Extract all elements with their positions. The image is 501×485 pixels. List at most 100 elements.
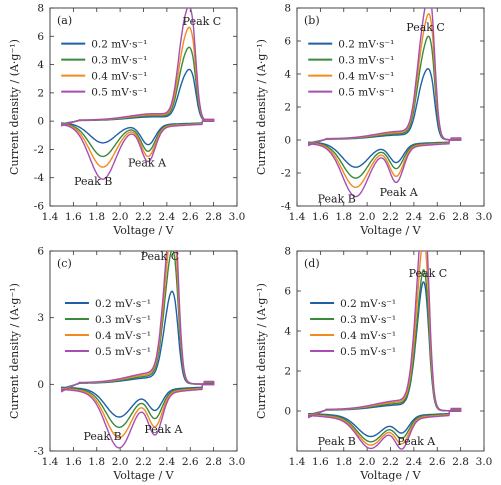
y-tick-label: 6 bbox=[37, 31, 44, 43]
x-tick-label: 1.6 bbox=[312, 456, 329, 468]
x-tick-label: 2.2 bbox=[135, 211, 152, 223]
x-tick-label: 1.6 bbox=[65, 211, 82, 223]
y-tick-label: -4 bbox=[34, 172, 45, 184]
y-tick-label: 6 bbox=[37, 246, 44, 258]
y-axis-label: Current density / (A·g⁻¹) bbox=[8, 283, 21, 419]
x-tick-label: 1.4 bbox=[289, 211, 306, 223]
peak-label: Peak C bbox=[409, 267, 448, 280]
legend-label: 0.2 mV·s⁻¹ bbox=[95, 298, 151, 310]
y-tick-label: -2 bbox=[34, 144, 44, 156]
peak-label: Peak B bbox=[318, 193, 356, 206]
y-tick-label: 0 bbox=[37, 379, 44, 391]
x-tick-label: 3.0 bbox=[476, 456, 493, 468]
x-tick-label: 1.8 bbox=[335, 456, 352, 468]
y-tick-label: 0 bbox=[37, 116, 44, 128]
x-tick-label: 2.2 bbox=[382, 211, 399, 223]
panel-label: (c) bbox=[57, 257, 72, 270]
legend-label: 0.4 mV·s⁻¹ bbox=[91, 71, 147, 83]
x-tick-label: 3.0 bbox=[476, 211, 493, 223]
y-tick-label: 2 bbox=[284, 366, 291, 378]
x-tick-label: 3.0 bbox=[229, 211, 246, 223]
x-tick-label: 2.4 bbox=[159, 456, 176, 468]
x-tick-label: 2.4 bbox=[406, 211, 423, 223]
x-axis-label: Voltage / V bbox=[112, 224, 174, 237]
x-tick-label: 2.4 bbox=[406, 456, 423, 468]
peak-label: Peak C bbox=[183, 15, 222, 28]
cv-series-line bbox=[61, 8, 215, 180]
x-tick-label: 2.0 bbox=[359, 456, 376, 468]
y-tick-label: -6 bbox=[34, 201, 45, 213]
x-tick-label: 2.6 bbox=[429, 456, 446, 468]
y-axis-label: Current density / (A·g⁻¹) bbox=[8, 39, 21, 175]
cv-series-line bbox=[308, 8, 462, 198]
x-tick-label: 2.4 bbox=[159, 211, 176, 223]
legend-label: 0.4 mV·s⁻¹ bbox=[340, 330, 396, 342]
peak-label: Peak A bbox=[380, 186, 419, 199]
legend-label: 0.3 mV·s⁻¹ bbox=[340, 314, 396, 326]
y-tick-label: 6 bbox=[284, 36, 291, 48]
y-axis-label: Current density / (A·g⁻¹) bbox=[255, 39, 268, 175]
legend-label: 0.5 mV·s⁻¹ bbox=[340, 346, 396, 358]
x-tick-label: 1.4 bbox=[42, 456, 59, 468]
x-tick-label: 1.8 bbox=[88, 456, 105, 468]
legend-label: 0.5 mV·s⁻¹ bbox=[95, 346, 151, 358]
x-tick-label: 1.6 bbox=[312, 211, 329, 223]
x-tick-label: 2.2 bbox=[382, 456, 399, 468]
legend-label: 0.4 mV·s⁻¹ bbox=[338, 71, 394, 83]
y-tick-label: 4 bbox=[37, 59, 44, 71]
x-tick-label: 2.6 bbox=[182, 456, 199, 468]
x-tick-label: 2.8 bbox=[452, 456, 469, 468]
y-tick-label: -4 bbox=[281, 201, 292, 213]
x-tick-label: 1.6 bbox=[65, 456, 82, 468]
peak-label: Peak B bbox=[74, 175, 112, 188]
x-tick-label: 2.0 bbox=[112, 211, 129, 223]
y-tick-label: 2 bbox=[284, 102, 291, 114]
x-tick-label: 2.6 bbox=[182, 211, 199, 223]
panel-a: 1.4 1.6 1.8 2.0 2.2 2.4 2.6 2.8 3.0 -6 -4 -2 0 2 4 6 8 Vo… bbox=[8, 3, 245, 238]
legend-label: 0.2 mV·s⁻¹ bbox=[338, 39, 394, 51]
x-tick-label: 2.8 bbox=[452, 211, 469, 223]
x-tick-label: 2.2 bbox=[135, 456, 152, 468]
legend-label: 0.3 mV·s⁻¹ bbox=[95, 314, 151, 326]
panel-b: 1.4 1.6 1.8 2.0 2.2 2.4 2.6 2.8 3.0 -4 -2 0 2 4 6 8 Volt… bbox=[255, 3, 493, 238]
x-tick-label: 2.8 bbox=[205, 456, 222, 468]
peak-label: Peak A bbox=[144, 423, 183, 436]
y-tick-label: 0 bbox=[284, 406, 291, 418]
peak-label: Peak C bbox=[141, 250, 180, 263]
y-axis-label: Current density / (A·g⁻¹) bbox=[255, 283, 268, 419]
legend-label: 0.2 mV·s⁻¹ bbox=[91, 39, 147, 51]
x-tick-label: 2.0 bbox=[112, 456, 129, 468]
x-axis-label: Voltage / V bbox=[112, 469, 174, 482]
cv-series-line bbox=[61, 251, 215, 449]
legend-label: 0.3 mV·s⁻¹ bbox=[91, 55, 147, 67]
y-tick-label: -2 bbox=[281, 168, 291, 180]
x-tick-label: 2.0 bbox=[359, 211, 376, 223]
x-axis-label: Voltage / V bbox=[359, 469, 421, 482]
peak-label: Peak B bbox=[83, 430, 121, 443]
y-tick-label: 2 bbox=[37, 87, 44, 99]
peak-label: Peak C bbox=[406, 21, 445, 34]
x-tick-label: 3.0 bbox=[229, 456, 246, 468]
cv-series-line bbox=[308, 251, 462, 450]
peak-label: Peak B bbox=[318, 435, 356, 448]
peak-label: Peak A bbox=[128, 156, 167, 169]
y-tick-label: 8 bbox=[284, 3, 291, 15]
panel-label: (d) bbox=[304, 257, 320, 270]
peak-label: Peak A bbox=[397, 435, 436, 448]
y-tick-label: 4 bbox=[284, 69, 291, 81]
y-tick-label: 4 bbox=[284, 326, 291, 338]
x-tick-label: 1.8 bbox=[335, 211, 352, 223]
y-tick-label: 8 bbox=[37, 3, 44, 15]
x-tick-label: 1.8 bbox=[88, 211, 105, 223]
panel-d: 1.4 1.6 1.8 2.0 2.2 2.4 2.6 2.8 3.0 0 2 4 6 8 Voltage … bbox=[255, 246, 493, 483]
legend-label: 0.5 mV·s⁻¹ bbox=[91, 87, 147, 99]
y-tick-label: -3 bbox=[34, 446, 44, 458]
x-tick-label: 1.4 bbox=[42, 211, 59, 223]
legend-label: 0.5 mV·s⁻¹ bbox=[338, 87, 394, 99]
panel-label: (a) bbox=[57, 14, 72, 27]
x-tick-label: 1.4 bbox=[289, 456, 306, 468]
legend-label: 0.2 mV·s⁻¹ bbox=[340, 298, 396, 310]
y-tick-label: 0 bbox=[284, 135, 291, 147]
y-tick-label: 8 bbox=[284, 246, 291, 258]
